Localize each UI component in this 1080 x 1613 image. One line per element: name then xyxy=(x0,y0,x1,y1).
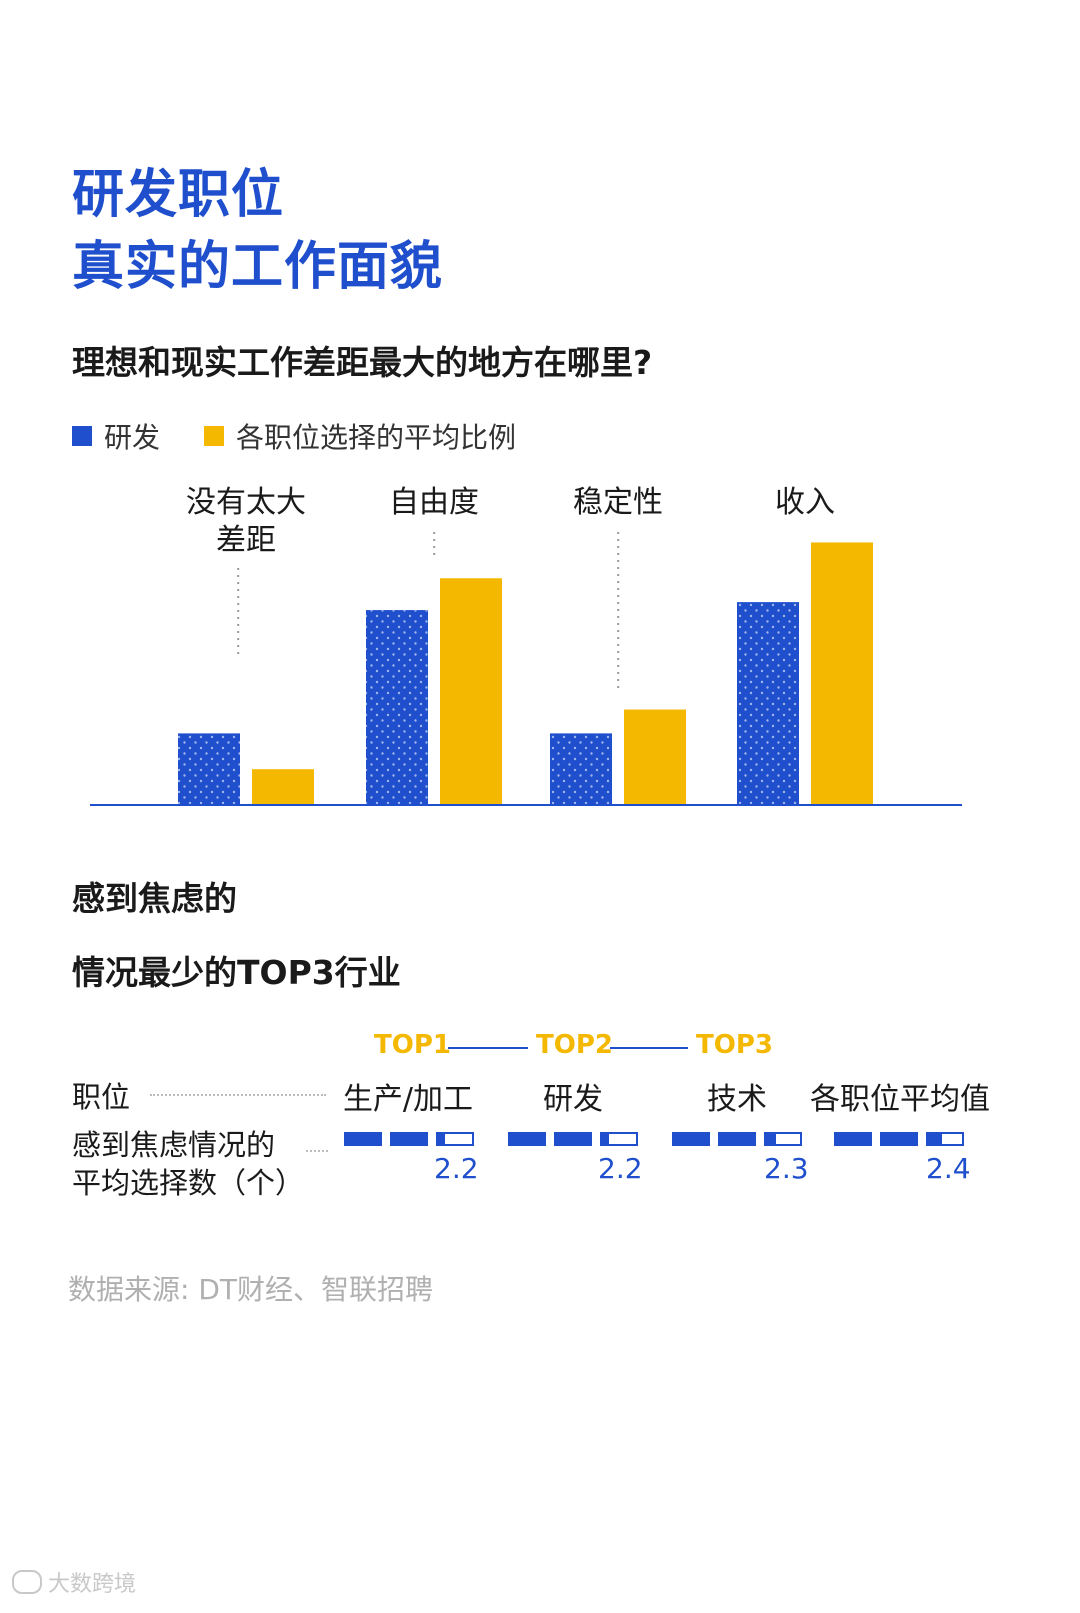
category-label-1: 自由度 xyxy=(389,485,479,520)
segment-2 xyxy=(718,1132,756,1146)
segment-1 xyxy=(508,1132,546,1146)
anxiety-value-2: 2.2 xyxy=(598,1152,643,1185)
segment-1 xyxy=(344,1132,382,1146)
chart1-legend: 研发 各职位选择的平均比例 xyxy=(72,416,560,456)
industry-name-4: 各职位平均值 xyxy=(810,1082,990,1117)
industry-name-1: 生产/加工 xyxy=(342,1082,474,1117)
rank-header: TOP1 TOP2 TOP3 xyxy=(0,1030,1080,1066)
segment-fill xyxy=(928,1134,942,1144)
segment-fill xyxy=(602,1134,609,1144)
segment-2 xyxy=(554,1132,592,1146)
anxiety-value-3: 2.3 xyxy=(764,1152,809,1185)
industry-name-3: 技术 xyxy=(707,1082,767,1117)
watermark: 大数跨境 xyxy=(12,1566,136,1598)
rank-label-top3: TOP3 xyxy=(696,1030,773,1060)
category-label-3: 收入 xyxy=(775,485,835,520)
legend-swatch-avg xyxy=(204,426,225,446)
anxiety-bar-4 xyxy=(834,1132,972,1146)
bar-rd-pattern-0 xyxy=(178,733,240,805)
category-label-0: 没有太大 xyxy=(186,485,306,520)
bar-rd-pattern-1 xyxy=(366,610,428,805)
segment-3 xyxy=(764,1132,802,1146)
anxiety-value-4: 2.4 xyxy=(926,1152,971,1185)
anxiety-bar-1 xyxy=(344,1132,482,1146)
segment-3 xyxy=(600,1132,638,1146)
segment-2 xyxy=(880,1132,918,1146)
legend-swatch-rd xyxy=(72,426,92,446)
bar-rd-pattern-2 xyxy=(550,733,612,805)
bar-rd-pattern-3 xyxy=(737,602,799,805)
legend-item-avg: 各职位选择的平均比例 xyxy=(204,416,516,456)
segment-3 xyxy=(436,1132,474,1146)
rank-connector-2 xyxy=(610,1047,688,1049)
rank-connector-1 xyxy=(448,1047,528,1049)
legend-label-rd: 研发 xyxy=(104,421,161,454)
data-source-note: 数据来源: DT财经、智联招聘 xyxy=(68,1273,433,1306)
rank-label-top2: TOP2 xyxy=(536,1030,613,1060)
legend-item-rd: 研发 xyxy=(72,416,160,456)
row1-leader-dots xyxy=(150,1094,326,1096)
rank-label-top1: TOP1 xyxy=(374,1030,451,1060)
watermark-text: 大数跨境 xyxy=(48,1572,137,1597)
anxiety-value-1: 2.2 xyxy=(434,1152,479,1185)
bar-avg-2 xyxy=(624,709,686,805)
segment-fill xyxy=(438,1134,445,1144)
watermark-logo-icon xyxy=(12,1570,42,1594)
row2-leader-dots xyxy=(306,1150,328,1152)
segment-1 xyxy=(834,1132,872,1146)
chart1-question: 理想和现实工作差距最大的地方在哪里? xyxy=(72,343,653,382)
bar-avg-3 xyxy=(811,542,873,805)
legend-label-avg: 各职位选择的平均比例 xyxy=(236,421,517,454)
anxiety-bar-2 xyxy=(508,1132,646,1146)
anxiety-bar-3 xyxy=(672,1132,810,1146)
page-title-line2: 真实的工作面貌 xyxy=(72,237,444,297)
chart2-title-line2: 情况最少的TOP3行业 xyxy=(72,953,401,992)
industry-name-2: 研发 xyxy=(543,1082,603,1117)
segment-1 xyxy=(672,1132,710,1146)
page-title-line1: 研发职位 xyxy=(72,165,285,225)
segment-3 xyxy=(926,1132,964,1146)
bar-avg-0 xyxy=(252,769,314,805)
row-label-anxiety-line1: 感到焦虑情况的 xyxy=(72,1128,276,1162)
chart2-title-line1: 感到焦虑的 xyxy=(72,879,237,918)
category-label-2: 稳定性 xyxy=(573,485,663,520)
row-label-anxiety-line2: 平均选择数（个） xyxy=(72,1166,305,1200)
segment-fill xyxy=(766,1134,777,1144)
bar-avg-1 xyxy=(440,578,502,805)
row-label-position: 职位 xyxy=(72,1080,131,1114)
segment-2 xyxy=(390,1132,428,1146)
category-label-0-line2: 差距 xyxy=(216,523,276,558)
